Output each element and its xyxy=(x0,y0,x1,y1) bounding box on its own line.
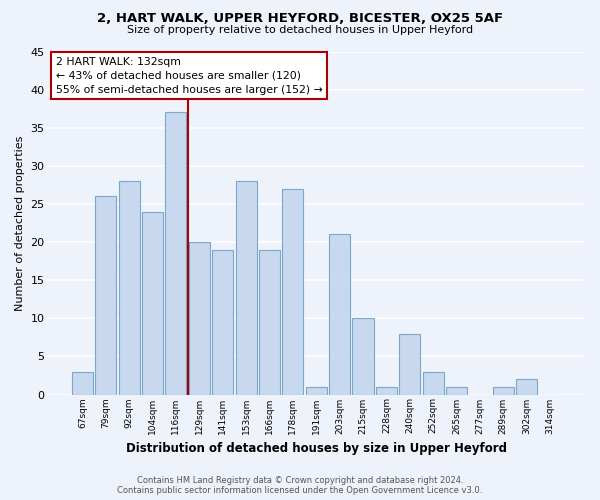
Bar xyxy=(422,372,443,394)
Text: Contains HM Land Registry data © Crown copyright and database right 2024.
Contai: Contains HM Land Registry data © Crown c… xyxy=(118,476,482,495)
Bar xyxy=(376,387,397,394)
Bar xyxy=(329,234,350,394)
Bar xyxy=(142,212,163,394)
Bar xyxy=(166,112,187,394)
Bar xyxy=(516,380,537,394)
Bar xyxy=(352,318,374,394)
Bar xyxy=(306,387,327,394)
Y-axis label: Number of detached properties: Number of detached properties xyxy=(15,136,25,310)
Bar xyxy=(446,387,467,394)
Bar xyxy=(72,372,93,394)
Bar xyxy=(259,250,280,394)
Bar xyxy=(283,188,304,394)
Bar xyxy=(399,334,420,394)
Bar xyxy=(236,181,257,394)
Bar xyxy=(189,242,210,394)
X-axis label: Distribution of detached houses by size in Upper Heyford: Distribution of detached houses by size … xyxy=(126,442,507,455)
Bar xyxy=(493,387,514,394)
Text: 2 HART WALK: 132sqm
← 43% of detached houses are smaller (120)
55% of semi-detac: 2 HART WALK: 132sqm ← 43% of detached ho… xyxy=(56,56,322,94)
Bar xyxy=(95,196,116,394)
Bar xyxy=(119,181,140,394)
Text: Size of property relative to detached houses in Upper Heyford: Size of property relative to detached ho… xyxy=(127,25,473,35)
Text: 2, HART WALK, UPPER HEYFORD, BICESTER, OX25 5AF: 2, HART WALK, UPPER HEYFORD, BICESTER, O… xyxy=(97,12,503,26)
Bar xyxy=(212,250,233,394)
